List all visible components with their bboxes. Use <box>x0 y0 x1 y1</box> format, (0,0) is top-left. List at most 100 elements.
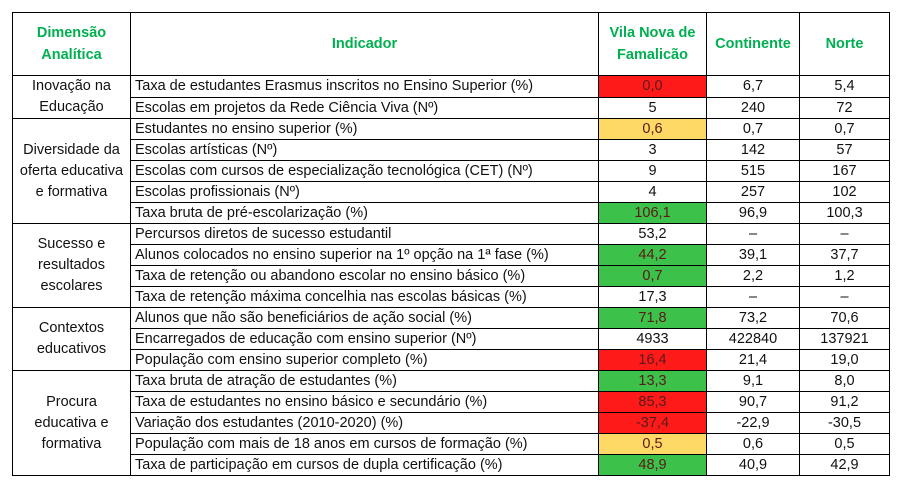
table-row: Taxa de retenção ou abandono escolar no … <box>13 265 890 287</box>
table-row: Taxa de retenção máxima concelhia nas es… <box>13 286 890 308</box>
value-cell: -30,5 <box>799 412 890 434</box>
table-row: Taxa de estudantes no ensino básico e se… <box>13 391 890 413</box>
indicator-cell: Taxa bruta de pré-escolarização (%) <box>130 202 599 224</box>
value-cell: 102 <box>799 181 890 203</box>
indicator-cell: Escolas profissionais (Nº) <box>130 181 599 203</box>
header-cell: Indicador <box>130 12 599 76</box>
value-cell: -22,9 <box>706 412 800 434</box>
indicator-cell: Alunos colocados no ensino superior na 1… <box>130 244 599 266</box>
value-cell: 48,9 <box>598 454 707 476</box>
value-cell: 137921 <box>799 328 890 350</box>
value-cell: 57 <box>799 139 890 161</box>
value-cell: 16,4 <box>598 349 707 371</box>
value-cell: 257 <box>706 181 800 203</box>
table-row: Procura educativa e formativa Taxa bruta … <box>12 370 890 476</box>
value-cell: 96,9 <box>706 202 800 224</box>
value-cell: 4933 <box>598 328 707 350</box>
header-row: Dimensão Analítica Indicador Vila Nova d… <box>12 12 890 76</box>
value-cell: – <box>799 223 890 245</box>
dimension-cell: Sucesso e resultados escolares <box>12 223 131 308</box>
value-cell: 106,1 <box>598 202 707 224</box>
value-cell: 5,4 <box>799 75 890 98</box>
value-cell: 0,7 <box>799 118 890 140</box>
value-cell: 6,7 <box>706 75 800 98</box>
indicator-cell: Variação dos estudantes (2010-2020) (%) <box>130 412 599 434</box>
value-cell: 40,9 <box>706 454 800 476</box>
header-cell: Vila Nova de Famalicão <box>598 12 707 76</box>
value-cell: 4 <box>598 181 707 203</box>
value-cell: 0,7 <box>598 265 707 287</box>
indicator-cell: Escolas artísticas (Nº) <box>130 139 599 161</box>
indicator-cell: Escolas com cursos de especialização tec… <box>130 160 599 182</box>
indicator-cell: População com mais de 18 anos em cursos … <box>130 433 599 455</box>
table-body: Inovação na Educação Taxa de estudantes E… <box>12 75 890 476</box>
value-cell: 42,9 <box>799 454 890 476</box>
dimension-cell: Diversidade da oferta educativa e format… <box>12 118 131 224</box>
value-cell: 2,2 <box>706 265 800 287</box>
dimension-cell: Inovação na Educação <box>12 75 131 119</box>
value-cell: 17,3 <box>598 286 707 308</box>
value-cell: -37,4 <box>598 412 707 434</box>
header-cell: Continente <box>706 12 800 76</box>
table-row: Alunos colocados no ensino superior na 1… <box>13 244 890 266</box>
value-cell: 13,3 <box>598 370 707 392</box>
value-cell: 72 <box>799 96 890 119</box>
value-cell: 0,5 <box>799 433 890 455</box>
value-cell: 0,7 <box>706 118 800 140</box>
indicator-cell: Taxa de estudantes Erasmus inscritos no … <box>130 75 599 98</box>
table-row: Sucesso e resultados escolares Percursos … <box>12 223 890 308</box>
value-cell: 3 <box>598 139 707 161</box>
value-cell: 53,2 <box>598 223 707 245</box>
indicator-cell: Taxa de retenção ou abandono escolar no … <box>130 265 599 287</box>
indicator-cell: Percursos diretos de sucesso estudantil <box>130 223 599 245</box>
table-row: Variação dos estudantes (2010-2020) (%) -… <box>13 412 890 434</box>
value-cell: 37,7 <box>799 244 890 266</box>
value-cell: 8,0 <box>799 370 890 392</box>
indicator-cell: Taxa bruta de atração de estudantes (%) <box>130 370 599 392</box>
dimension-cell: Procura educativa e formativa <box>12 370 131 476</box>
value-cell: 0,5 <box>598 433 707 455</box>
value-cell: 71,8 <box>598 307 707 329</box>
indicator-cell: Taxa de estudantes no ensino básico e se… <box>130 391 599 413</box>
table-row: Escolas profissionais (Nº) 4 257 102 <box>13 181 890 203</box>
table-row: Inovação na Educação Taxa de estudantes E… <box>12 75 890 119</box>
value-cell: – <box>706 223 800 245</box>
table-row: Diversidade da oferta educativa e format… <box>12 118 890 224</box>
indicator-cell: Encarregados de educação com ensino supe… <box>130 328 599 350</box>
value-cell: 85,3 <box>598 391 707 413</box>
indicator-cell: Estudantes no ensino superior (%) <box>130 118 599 140</box>
dimension-cell: Contextos educativos <box>12 307 131 371</box>
value-cell: 91,2 <box>799 391 890 413</box>
value-cell: 73,2 <box>706 307 800 329</box>
table-row: População com ensino superior completo (… <box>13 349 890 371</box>
table-row: Contextos educativos Alunos que não são b… <box>12 307 890 371</box>
data-table: Dimensão Analítica Indicador Vila Nova d… <box>12 12 890 476</box>
value-cell: 9 <box>598 160 707 182</box>
value-cell: 515 <box>706 160 800 182</box>
value-cell: – <box>706 286 800 308</box>
value-cell: 9,1 <box>706 370 800 392</box>
value-cell: 44,2 <box>598 244 707 266</box>
table-row: Taxa bruta de pré-escolarização (%) 106,1… <box>13 202 890 224</box>
value-cell: 422840 <box>706 328 800 350</box>
table-row: Escolas em projetos da Rede Ciência Viva… <box>13 96 890 119</box>
table-row: Encarregados de educação com ensino supe… <box>13 328 890 350</box>
table-row: Taxa de participação em cursos de dupla … <box>13 454 890 476</box>
table-row: Escolas com cursos de especialização tec… <box>13 160 890 182</box>
value-cell: 90,7 <box>706 391 800 413</box>
value-cell: 0,6 <box>706 433 800 455</box>
value-cell: 100,3 <box>799 202 890 224</box>
table-row: População com mais de 18 anos em cursos … <box>13 433 890 455</box>
header-cell: Dimensão Analítica <box>12 12 131 76</box>
value-cell: – <box>799 286 890 308</box>
indicator-cell: Escolas em projetos da Rede Ciência Viva… <box>130 96 599 119</box>
table-row: Escolas artísticas (Nº) 3 142 57 <box>13 139 890 161</box>
value-cell: 5 <box>598 96 707 119</box>
indicator-cell: Taxa de retenção máxima concelhia nas es… <box>130 286 599 308</box>
value-cell: 1,2 <box>799 265 890 287</box>
indicator-cell: Taxa de participação em cursos de dupla … <box>130 454 599 476</box>
indicator-cell: População com ensino superior completo (… <box>130 349 599 371</box>
value-cell: 142 <box>706 139 800 161</box>
value-cell: 0,6 <box>598 118 707 140</box>
